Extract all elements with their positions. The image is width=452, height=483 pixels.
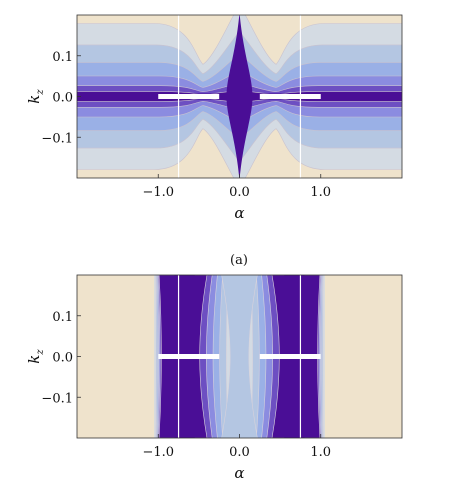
panel-b: −1.0 0.0 1.0 0.1 0.0 −0.1 α kz	[25, 274, 403, 482]
y-axis-label-subscript: z	[35, 349, 46, 356]
x-tick-label: −1.0	[142, 185, 174, 200]
y-tick-label: 0.0	[52, 91, 73, 106]
panel-a: −1.0 0.0 1.0 0.1 0.0 −0.1 α kz	[25, 14, 403, 222]
center-valley	[221, 275, 258, 438]
plot-area	[77, 15, 402, 178]
x-axis-label: α	[234, 464, 244, 482]
caption-a: (a)	[230, 253, 248, 268]
x-tick-label: 1.0	[310, 445, 331, 460]
y-axis-label: kz	[25, 89, 46, 104]
x-axis-label: α	[234, 204, 244, 222]
x-tick-label: 1.0	[310, 185, 331, 200]
x-tick-label: −1.0	[142, 445, 174, 460]
y-axis-label: kz	[25, 349, 46, 364]
plot-area	[77, 275, 402, 438]
axis-core-band	[77, 93, 402, 100]
y-tick-label: 0.1	[52, 50, 73, 65]
y-tick-label: −0.1	[41, 131, 73, 146]
x-tick-label: 0.0	[229, 445, 250, 460]
y-tick-label: −0.1	[41, 391, 73, 406]
y-tick-label: 0.0	[52, 351, 73, 366]
x-tick-label: 0.0	[229, 185, 250, 200]
y-axis-label-subscript: z	[35, 89, 46, 96]
y-tick-label: 0.1	[52, 310, 73, 325]
